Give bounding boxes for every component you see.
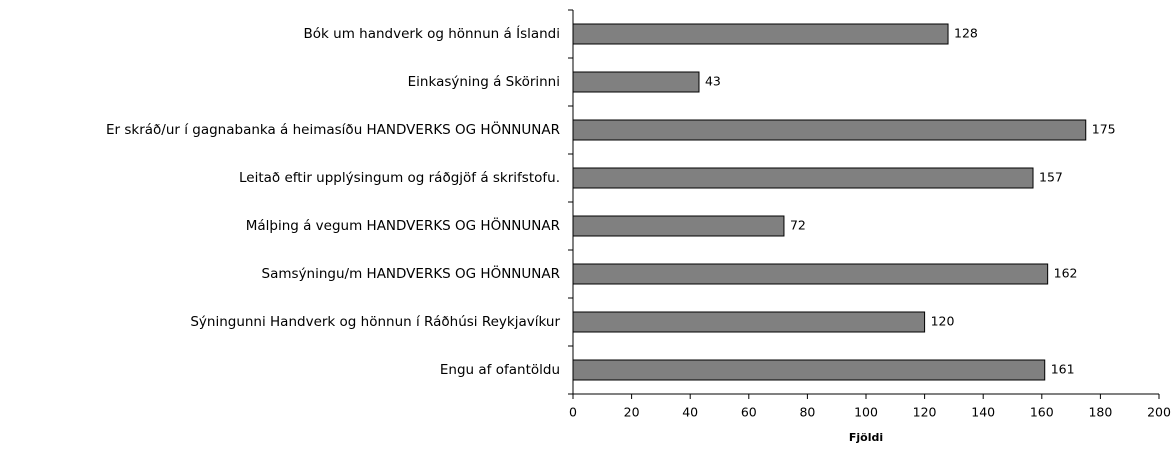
x-tick-label: 40 (682, 405, 698, 420)
bar (572, 263, 1049, 285)
y-tick-label: Samsýningu/m HANDVERKS OG HÖNNUNAR (262, 264, 560, 282)
bar (572, 23, 949, 45)
x-tick-label: 80 (799, 405, 815, 420)
x-tick-label: 200 (1147, 405, 1171, 420)
data-label: 120 (931, 314, 955, 329)
x-tick-label: 0 (569, 405, 577, 420)
y-tick-label: Sýningunni Handverk og hönnun í Ráðhúsi … (190, 314, 560, 330)
x-tick-label: 160 (1030, 405, 1054, 420)
bar (572, 359, 1046, 381)
x-tick-label: 180 (1088, 405, 1112, 420)
y-tick-label: Einkasýning á Skörinni (408, 74, 560, 90)
data-label: 157 (1039, 170, 1063, 185)
data-label: 162 (1054, 266, 1078, 281)
data-label: 128 (954, 26, 978, 41)
x-tick-label: 60 (741, 405, 757, 420)
x-tick-label: 20 (624, 405, 640, 420)
x-axis-label: Fjöldi (849, 431, 883, 444)
bar (572, 215, 785, 237)
y-tick-label: Bók um handverk og hönnun á Íslandi (304, 25, 560, 42)
y-tick-label: Málþing á vegum HANDVERKS OG HÖNNUNAR (246, 216, 560, 234)
bar (572, 167, 1034, 189)
y-tick-label: Er skráð/ur í gagnabanka á heimasíðu HAN… (106, 120, 560, 138)
x-tick-label: 120 (913, 405, 937, 420)
y-tick-label: Leitað eftir upplýsingum og ráðgjöf á sk… (239, 170, 560, 186)
x-tick-label: 140 (971, 405, 995, 420)
bar (572, 119, 1087, 141)
data-label: 175 (1092, 122, 1116, 137)
data-label: 43 (705, 74, 721, 89)
x-tick-label: 100 (854, 405, 878, 420)
bar (572, 311, 926, 333)
data-label: 72 (790, 218, 806, 233)
bar (572, 71, 700, 93)
y-tick-label: Engu af ofantöldu (440, 362, 560, 378)
data-label: 161 (1051, 362, 1075, 377)
